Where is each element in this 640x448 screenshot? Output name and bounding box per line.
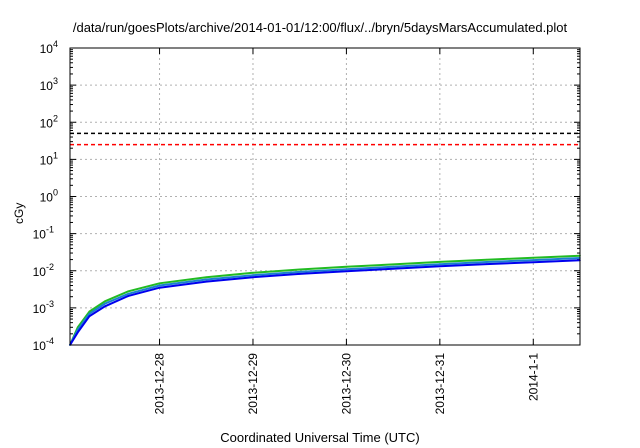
y-tick-label: 10-1 bbox=[33, 225, 54, 242]
series-1-point bbox=[345, 265, 348, 268]
series-1-point bbox=[298, 268, 301, 271]
series-1-point bbox=[485, 258, 488, 261]
series-1-point bbox=[532, 257, 535, 259]
series-3-point bbox=[532, 261, 535, 263]
series-1-point bbox=[252, 272, 254, 274]
series-2-point bbox=[392, 265, 394, 268]
plot-frame bbox=[69, 47, 581, 346]
series-3-point bbox=[76, 331, 79, 334]
series-2-point bbox=[485, 261, 488, 263]
series-1-point bbox=[104, 300, 106, 303]
series-1-point bbox=[158, 282, 161, 285]
x-tick-label: 2014-1-1 bbox=[526, 353, 540, 401]
y-tick-label: 101 bbox=[40, 150, 58, 167]
series-2-point bbox=[252, 274, 254, 276]
series-3-point bbox=[439, 265, 441, 268]
x-tick-label: 2013-12-29 bbox=[246, 353, 260, 415]
series-3-point bbox=[127, 295, 130, 297]
series-3-point bbox=[104, 305, 106, 308]
y-tick-label: 100 bbox=[40, 188, 58, 205]
series-3-point bbox=[392, 267, 394, 270]
y-tick-label: 104 bbox=[40, 39, 58, 56]
series-3-point bbox=[88, 315, 91, 317]
series-2-point bbox=[532, 259, 535, 261]
series-1-point bbox=[392, 263, 394, 266]
chart-title: /data/run/goesPlots/archive/2014-01-01/1… bbox=[72, 20, 568, 35]
series-line-3 bbox=[69, 259, 581, 346]
series-2-point bbox=[104, 302, 106, 305]
series-2-point bbox=[127, 292, 130, 295]
series-1-point bbox=[88, 310, 91, 313]
y-tick-label: 10-2 bbox=[33, 262, 54, 279]
series-2-point bbox=[439, 263, 441, 266]
series-line-1 bbox=[69, 254, 581, 346]
series-2-point bbox=[345, 268, 348, 271]
series-3-point bbox=[345, 270, 348, 273]
y-tick-label: 102 bbox=[40, 113, 58, 130]
series-2-point bbox=[298, 271, 301, 273]
series-3-point bbox=[252, 276, 254, 279]
x-tick-label: 2013-12-28 bbox=[153, 353, 167, 415]
series-2-point bbox=[76, 328, 79, 331]
series-3-point bbox=[485, 263, 488, 265]
x-tick-label: 2013-12-30 bbox=[339, 353, 353, 415]
series-1-point bbox=[127, 290, 130, 293]
y-tick-label: 10-4 bbox=[33, 336, 54, 353]
series-3-point bbox=[205, 280, 208, 283]
series-2-point bbox=[158, 284, 161, 287]
series-2-point bbox=[205, 278, 208, 281]
series-3-point bbox=[298, 273, 301, 275]
x-tick-label: 2013-12-31 bbox=[433, 353, 447, 415]
series-1-point bbox=[439, 261, 441, 263]
series-2-point bbox=[88, 312, 91, 315]
series-1-point bbox=[205, 276, 208, 279]
series-3-point bbox=[158, 286, 161, 289]
y-tick-label: 10-3 bbox=[33, 299, 54, 316]
y-tick-label: 103 bbox=[40, 76, 58, 93]
x-axis-label: Coordinated Universal Time (UTC) bbox=[220, 430, 420, 445]
